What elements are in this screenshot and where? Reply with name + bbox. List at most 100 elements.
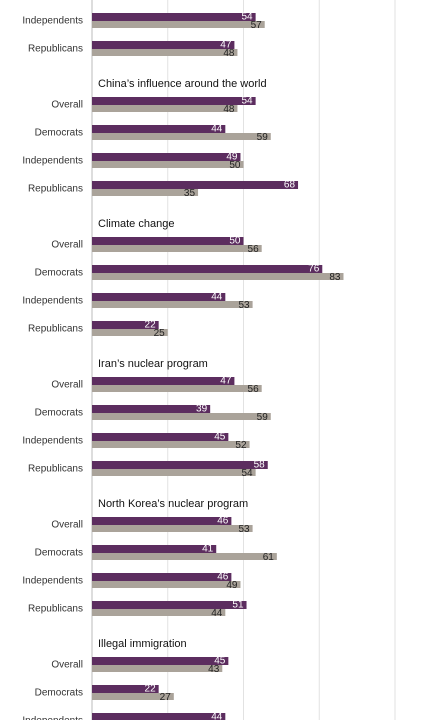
- value-label: 51: [232, 600, 244, 611]
- category-label: Democrats: [35, 408, 83, 419]
- bar: [92, 665, 223, 672]
- value-label: 43: [208, 664, 220, 675]
- value-label: 46: [217, 572, 229, 583]
- value-label: 45: [214, 432, 226, 443]
- section-title: Illegal immigration: [98, 638, 187, 650]
- section-title: Climate change: [98, 218, 174, 230]
- category-label: Independents: [22, 156, 83, 167]
- bar: [92, 385, 262, 392]
- category-label: Overall: [51, 660, 83, 671]
- bar: [92, 321, 159, 329]
- bar: [92, 713, 226, 720]
- bar: [92, 21, 265, 28]
- bar: [92, 13, 256, 21]
- bar: [92, 685, 159, 693]
- value-label: 52: [235, 440, 247, 451]
- value-label: 22: [145, 684, 157, 695]
- value-label: 44: [211, 608, 223, 619]
- bar: [92, 413, 271, 420]
- value-label: 44: [211, 124, 223, 135]
- category-label: Republicans: [28, 184, 83, 195]
- bar: [92, 181, 299, 189]
- bar: [92, 469, 256, 476]
- value-label: 59: [257, 412, 269, 423]
- bar: [92, 329, 168, 336]
- category-label: Independents: [22, 16, 83, 27]
- bar: [92, 525, 253, 532]
- value-label: 25: [154, 328, 166, 339]
- value-label: 35: [184, 188, 196, 199]
- category-label: Overall: [51, 240, 83, 251]
- category-label: Independents: [22, 296, 83, 307]
- value-label: 53: [238, 524, 250, 535]
- value-label: 50: [229, 160, 241, 171]
- value-label: 58: [254, 460, 266, 471]
- bar: [92, 517, 232, 525]
- value-label: 41: [202, 544, 214, 555]
- bar: [92, 433, 229, 441]
- value-label: 44: [211, 712, 223, 720]
- value-label: 50: [229, 236, 241, 247]
- value-label: 44: [211, 292, 223, 303]
- value-label: 61: [263, 552, 275, 563]
- bar: [92, 293, 226, 301]
- category-label: Democrats: [35, 128, 83, 139]
- category-label: Democrats: [35, 268, 83, 279]
- category-label: Independents: [22, 716, 83, 720]
- bar: [92, 97, 256, 105]
- bar: [92, 245, 262, 252]
- section-title: Iran’s nuclear program: [98, 358, 208, 370]
- bar: [92, 405, 211, 413]
- bar: [92, 601, 247, 609]
- category-label: Overall: [51, 100, 83, 111]
- value-label: 39: [196, 404, 208, 415]
- value-label: 83: [329, 272, 341, 283]
- section-title: North Korea’s nuclear program: [98, 498, 248, 510]
- value-label: 48: [223, 104, 235, 115]
- bar: [92, 461, 268, 469]
- value-label: 53: [238, 300, 250, 311]
- bar: [92, 49, 238, 56]
- bar: [92, 125, 226, 133]
- bar: [92, 545, 217, 553]
- value-label: 54: [241, 12, 253, 23]
- bar: [92, 573, 232, 581]
- bar: [92, 153, 241, 161]
- value-label: 49: [226, 580, 238, 591]
- bar: [92, 273, 344, 280]
- category-label: Republicans: [28, 604, 83, 615]
- value-label: 56: [248, 384, 260, 395]
- value-label: 47: [220, 376, 232, 387]
- category-label: Republicans: [28, 324, 83, 335]
- bar: [92, 105, 238, 112]
- bar: [92, 265, 323, 273]
- value-label: 59: [257, 132, 269, 143]
- category-label: Republicans: [28, 44, 83, 55]
- value-label: 76: [308, 264, 320, 275]
- bar: [92, 693, 174, 700]
- value-label: 45: [214, 656, 226, 667]
- value-label: 49: [226, 152, 238, 163]
- bar: [92, 301, 253, 308]
- value-label: 68: [284, 180, 296, 191]
- bar: [92, 161, 244, 168]
- bar: [92, 581, 241, 588]
- bar: [92, 553, 277, 560]
- category-label: Independents: [22, 436, 83, 447]
- category-label: Democrats: [35, 548, 83, 559]
- bar: [92, 441, 250, 448]
- value-label: 54: [241, 468, 253, 479]
- category-label: Democrats: [35, 688, 83, 699]
- bar: [92, 133, 271, 140]
- value-label: 54: [241, 96, 253, 107]
- section-title: China’s influence around the world: [98, 78, 267, 90]
- value-label: 48: [223, 48, 235, 59]
- value-label: 47: [220, 40, 232, 51]
- value-label: 56: [248, 244, 260, 255]
- value-label: 27: [160, 692, 172, 703]
- bar: [92, 237, 244, 245]
- bar: [92, 189, 199, 196]
- category-label: Overall: [51, 380, 83, 391]
